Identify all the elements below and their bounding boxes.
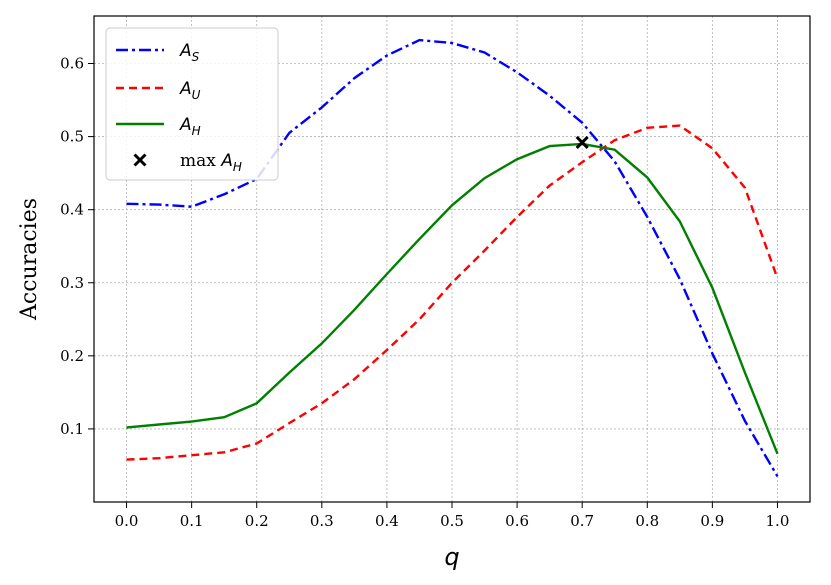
x-tick-label: 1.0	[766, 512, 790, 530]
y-tick-label: 0.2	[60, 347, 84, 365]
x-tick-label: 0.8	[635, 512, 659, 530]
legend: AS AU AH max AH	[105, 27, 279, 181]
x-axis-ticks: 0.0 0.1 0.2 0.3 0.4 0.5 0.6 0.7 0.8 0.9 1.0	[115, 502, 790, 530]
x-axis-title: q	[444, 543, 459, 571]
x-tick-label: 0.7	[570, 512, 594, 530]
legend-label-max: max AH	[180, 151, 242, 174]
series-line-u	[126, 124, 779, 461]
x-tick-label: 0.5	[440, 512, 464, 530]
x-tick-label: 0.1	[180, 512, 204, 530]
x-tick-label: 0.6	[505, 512, 529, 530]
series-line-s	[126, 38, 779, 478]
legend-label-h: AH	[179, 115, 201, 138]
series-line-h	[126, 142, 779, 455]
y-tick-label: 0.5	[60, 128, 84, 146]
y-tick-label: 0.1	[60, 420, 84, 438]
x-tick-label: 0.4	[375, 512, 399, 530]
y-tick-label: 0.4	[60, 201, 84, 219]
legend-marker-swatch	[133, 153, 147, 167]
y-tick-label: 0.3	[60, 274, 84, 292]
max-marker	[575, 135, 589, 149]
x-tick-label: 0.2	[245, 512, 269, 530]
series-layer	[126, 38, 779, 478]
marker-layer	[575, 135, 589, 149]
x-tick-label: 0.3	[310, 512, 334, 530]
legend-box	[105, 27, 279, 181]
y-axis-title: Accuracies	[17, 198, 42, 321]
legend-label-s: AS	[179, 41, 200, 64]
x-tick-label: 0.9	[700, 512, 724, 530]
legend-label-u: AU	[179, 79, 201, 102]
y-axis-ticks: 0.1 0.2 0.3 0.4 0.5 0.6	[60, 55, 94, 438]
y-tick-label: 0.6	[60, 55, 84, 73]
x-tick-label: 0.0	[115, 512, 139, 530]
